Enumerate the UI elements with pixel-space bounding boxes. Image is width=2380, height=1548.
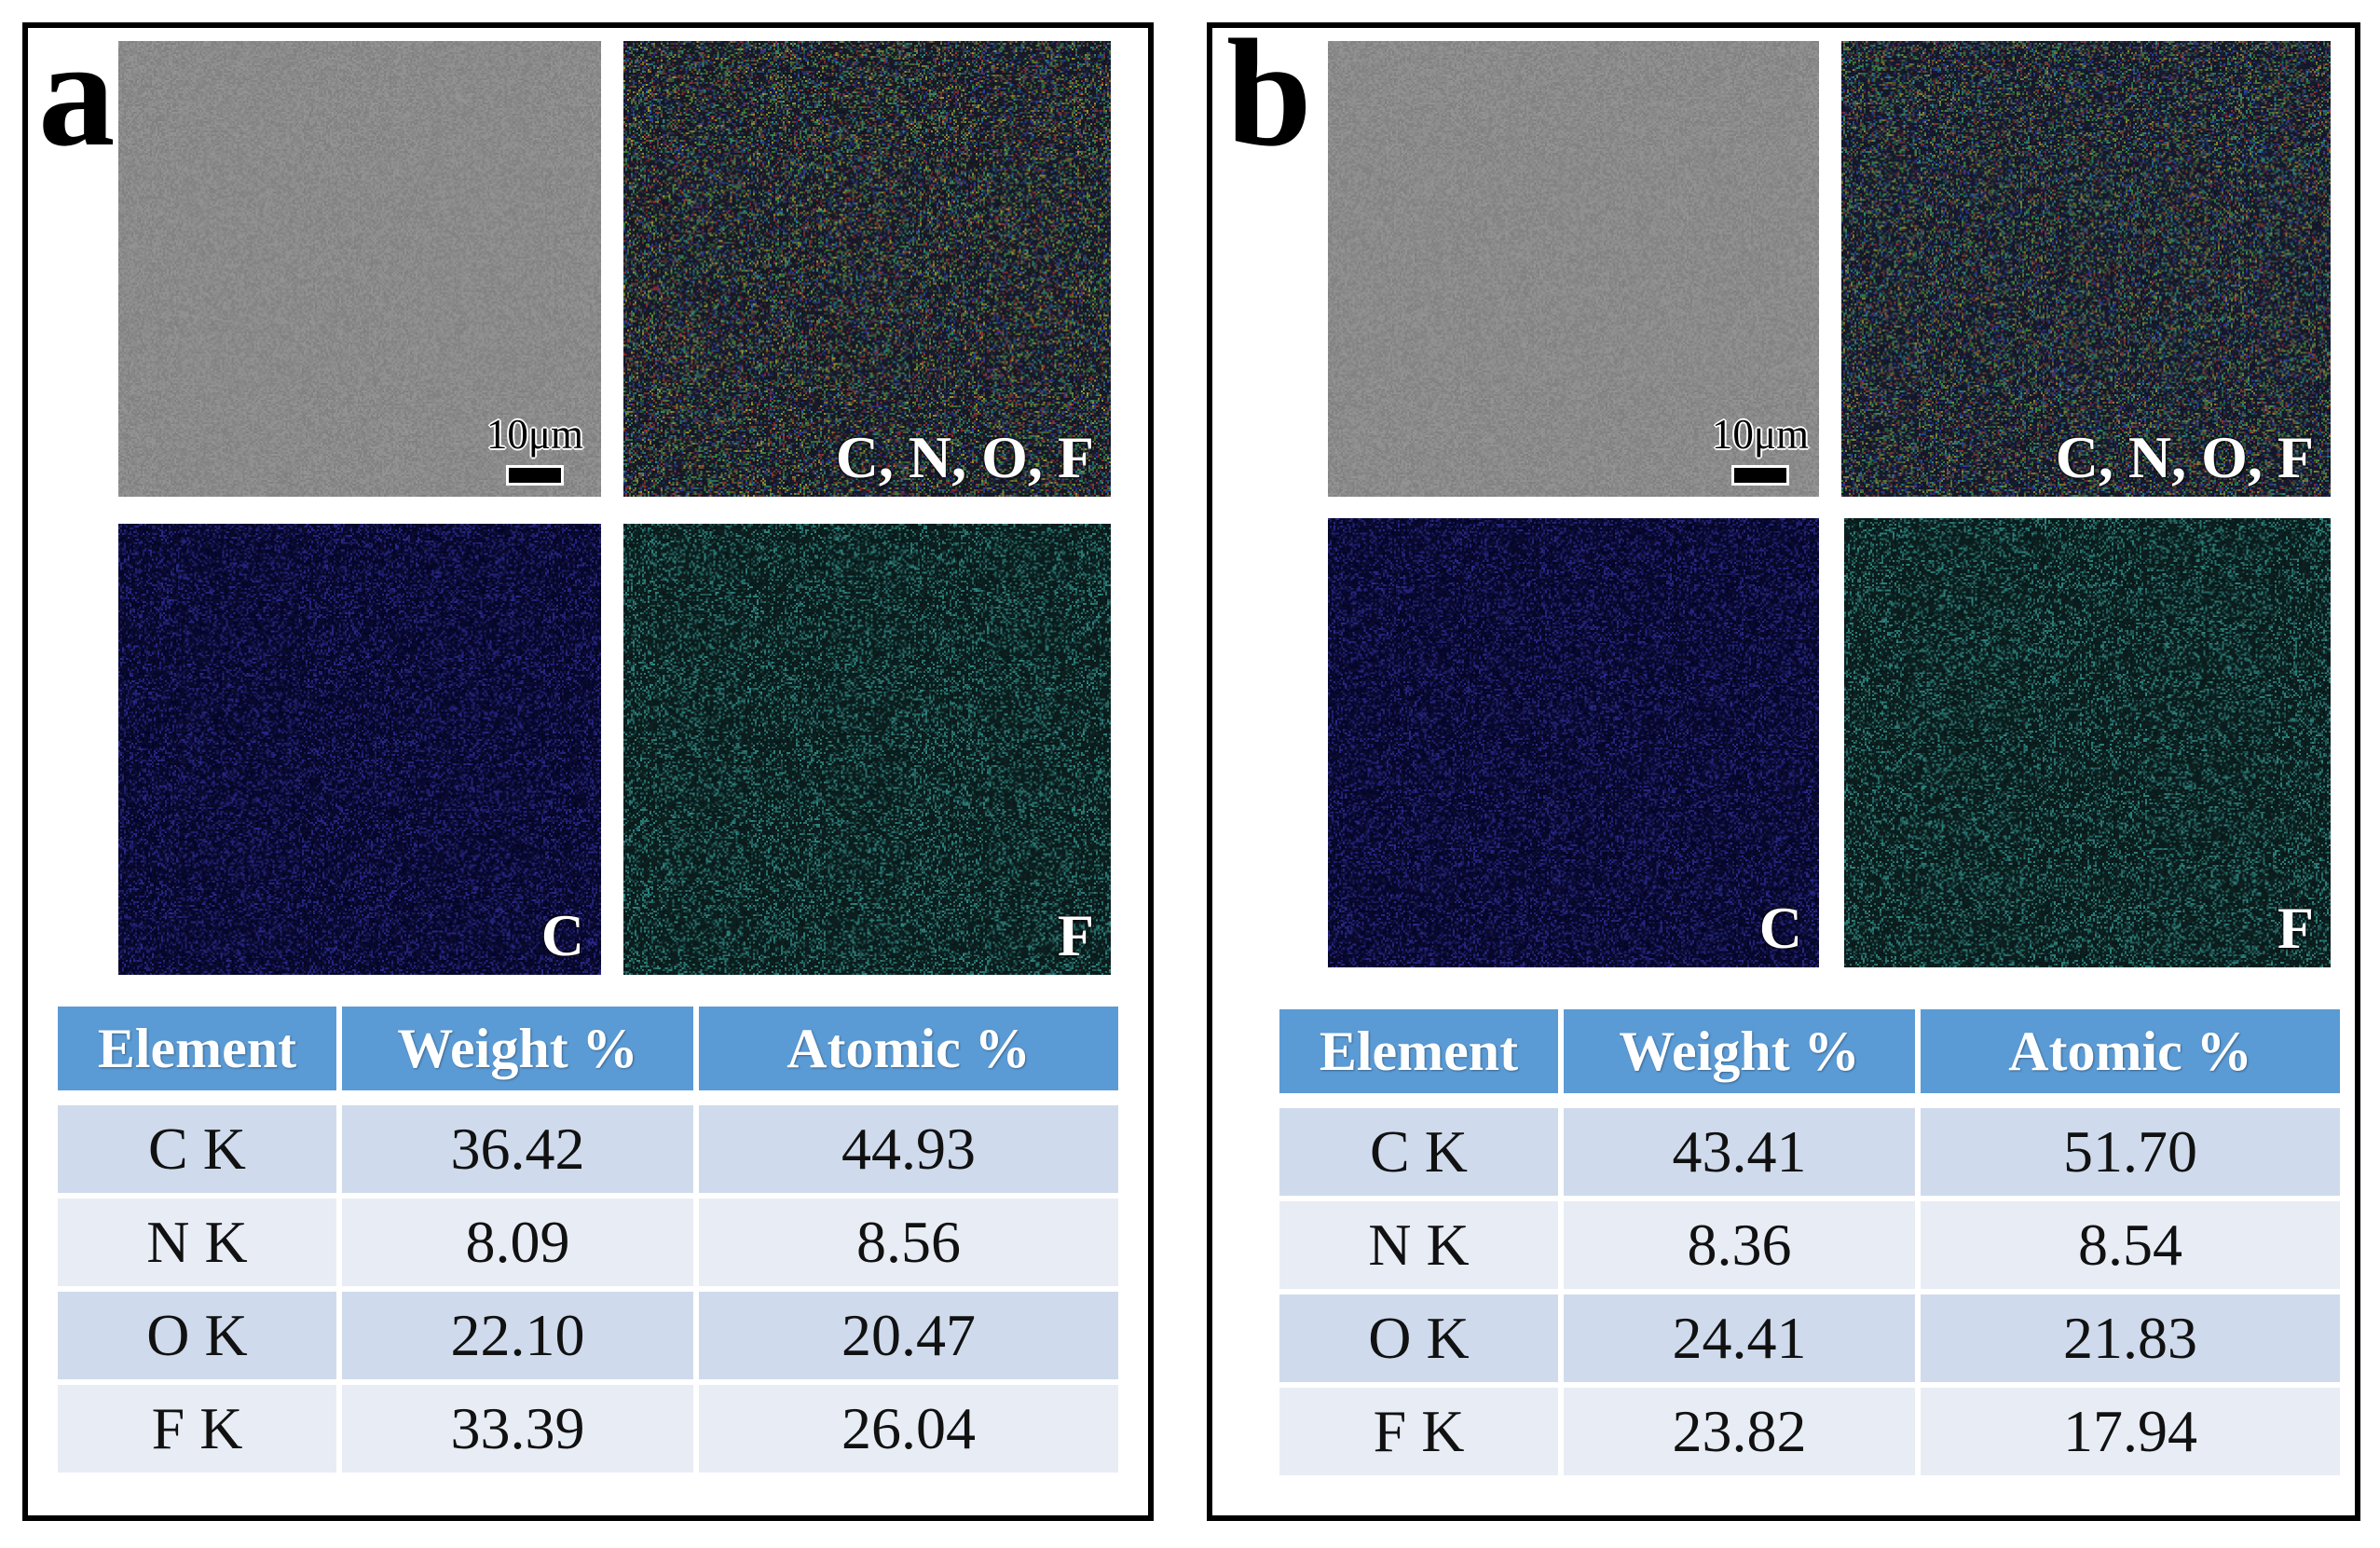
table-cell: 8.56 [699, 1199, 1118, 1286]
eds-map-carbon-canvas [118, 524, 601, 975]
table-row: C K 43.41 51.70 [1279, 1108, 2340, 1196]
scale-bar: 10μm [484, 411, 586, 486]
table-cell: 8.09 [342, 1199, 693, 1286]
map-label: C, N, O, F [835, 424, 1094, 490]
table-cell: 17.94 [1921, 1388, 2340, 1475]
table-header-cell: Element [58, 1007, 336, 1090]
table-cell: 20.47 [699, 1292, 1118, 1379]
table-header-row: Element Weight % Atomic % [1279, 1009, 2340, 1093]
map-label: C [1758, 895, 1802, 961]
scale-bar-line [506, 465, 564, 486]
table-cell: 36.42 [342, 1105, 693, 1193]
table-cell: N K [1279, 1201, 1558, 1289]
table-row: C K 36.42 44.93 [58, 1105, 1118, 1193]
scale-bar-label: 10μm [1711, 411, 1810, 458]
table-header-cell: Weight % [1564, 1009, 1915, 1093]
eds-map-carbon-canvas [1328, 518, 1819, 967]
table-cell: 23.82 [1564, 1388, 1915, 1475]
map-label: F [1057, 902, 1094, 968]
table-row: F K 33.39 26.04 [58, 1385, 1118, 1473]
eds-map-composite-canvas [1841, 41, 2331, 497]
eds-map-fluorine-canvas [623, 524, 1111, 975]
scale-bar-label: 10μm [486, 411, 584, 458]
table-row: N K 8.09 8.56 [58, 1199, 1118, 1286]
composition-table: Element Weight % Atomic % C K 36.42 44.9… [58, 1007, 1118, 1478]
table-cell: 26.04 [699, 1385, 1118, 1473]
sem-image: 10μm [118, 41, 601, 497]
table-cell: O K [58, 1292, 336, 1379]
table-cell: F K [58, 1385, 336, 1473]
table-cell: O K [1279, 1295, 1558, 1382]
panel-a: a 10μm C, N, O, F C F Element Weight % A… [22, 16, 1154, 1521]
table-header-cell: Atomic % [699, 1007, 1118, 1090]
table-cell: 43.41 [1564, 1108, 1915, 1196]
table-header-cell: Element [1279, 1009, 1558, 1093]
map-label: F [2277, 895, 2314, 961]
eds-map-carbon: C [118, 524, 601, 975]
scale-bar: 10μm [1709, 411, 1812, 486]
map-label: C, N, O, F [2055, 424, 2314, 490]
table-cell: 8.54 [1921, 1201, 2340, 1289]
table-cell: 22.10 [342, 1292, 693, 1379]
table-cell: C K [1279, 1108, 1558, 1196]
table-cell: N K [58, 1199, 336, 1286]
sem-image: 10μm [1328, 41, 1819, 497]
table-cell: F K [1279, 1388, 1558, 1475]
table-cell: 44.93 [699, 1105, 1118, 1193]
table-cell: 33.39 [342, 1385, 693, 1473]
table-cell: 51.70 [1921, 1108, 2340, 1196]
panel-b: b 10μm C, N, O, F C F Element Weight % A… [1207, 16, 2360, 1521]
eds-map-fluorine: F [1844, 518, 2331, 967]
eds-map-composite: C, N, O, F [1841, 41, 2331, 497]
eds-map-composite: C, N, O, F [623, 41, 1111, 497]
eds-map-fluorine: F [623, 524, 1111, 975]
table-cell: 8.36 [1564, 1201, 1915, 1289]
panel-label: a [38, 7, 116, 178]
table-row: O K 22.10 20.47 [58, 1292, 1118, 1379]
eds-map-fluorine-canvas [1844, 518, 2331, 967]
table-header-cell: Atomic % [1921, 1009, 2340, 1093]
eds-map-carbon: C [1328, 518, 1819, 967]
table-cell: 24.41 [1564, 1295, 1915, 1382]
table-header-row: Element Weight % Atomic % [58, 1007, 1118, 1090]
table-header-cell: Weight % [342, 1007, 693, 1090]
table-cell: C K [58, 1105, 336, 1193]
table-row: O K 24.41 21.83 [1279, 1295, 2340, 1382]
composition-table: Element Weight % Atomic % C K 43.41 51.7… [1279, 1009, 2340, 1481]
sem-image-canvas [1328, 41, 1819, 497]
scale-bar-line [1731, 465, 1789, 486]
table-row: N K 8.36 8.54 [1279, 1201, 2340, 1289]
table-row: F K 23.82 17.94 [1279, 1388, 2340, 1475]
eds-map-composite-canvas [623, 41, 1111, 497]
panel-label: b [1226, 7, 1312, 178]
sem-image-canvas [118, 41, 601, 497]
map-label: C [540, 902, 584, 968]
table-cell: 21.83 [1921, 1295, 2340, 1382]
